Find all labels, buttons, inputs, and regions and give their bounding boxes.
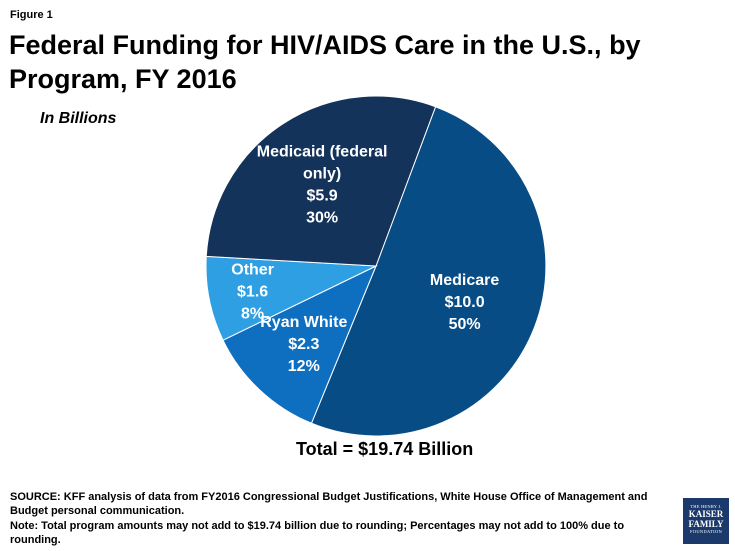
slice-name: Ryan White xyxy=(260,314,347,331)
slice-percent: 12% xyxy=(288,358,320,375)
slice-percent: 30% xyxy=(306,209,338,226)
chart-title: Federal Funding for HIV/AIDS Care in the… xyxy=(9,30,641,94)
total-label: Total = $19.74 Billion xyxy=(296,439,474,459)
slice-name: only) xyxy=(303,165,341,182)
slice-label-ryan-white: Ryan White $2.3 12% xyxy=(260,314,347,375)
pie-slice-medicare xyxy=(310,106,547,437)
slice-label-medicare: Medicare $10.0 50% xyxy=(430,272,499,333)
slice-name: Medicaid (federal xyxy=(257,143,388,160)
logo-line-3: FAMILY xyxy=(688,519,724,529)
slice-name: Medicare xyxy=(430,272,499,289)
slice-value: $1.6 xyxy=(237,284,268,301)
slice-percent: 50% xyxy=(449,316,481,333)
slice-value: $10.0 xyxy=(445,294,485,311)
slice-label-other: Other $1.6 8% xyxy=(231,262,274,323)
slice-value: $2.3 xyxy=(288,336,319,353)
logo-line-2: KAISER xyxy=(688,509,724,519)
source-text: SOURCE: KFF analysis of data from FY2016… xyxy=(10,491,648,517)
logo-line-4: FOUNDATION xyxy=(690,529,722,534)
figure-label: Figure 1 xyxy=(10,9,53,21)
slice-label-medicaid-federal-only: Medicaid (federal only) $5.9 30% xyxy=(257,143,388,226)
source-notes: SOURCE: KFF analysis of data from FY2016… xyxy=(10,490,660,548)
kaiser-logo: THE HENRY J. KAISER FAMILY FOUNDATION xyxy=(683,498,729,544)
slice-percent: 8% xyxy=(241,306,264,323)
pie-slice-medicaid-federal-only xyxy=(205,95,437,267)
slice-value: $5.9 xyxy=(307,187,338,204)
slice-name: Other xyxy=(231,262,274,279)
pie-slice-ryan-white xyxy=(222,264,377,424)
chart-subtitle: In Billions xyxy=(40,110,117,127)
logo-line-1: THE HENRY J. xyxy=(690,504,722,509)
note-text: Note: Total program amounts may not add … xyxy=(10,520,625,546)
